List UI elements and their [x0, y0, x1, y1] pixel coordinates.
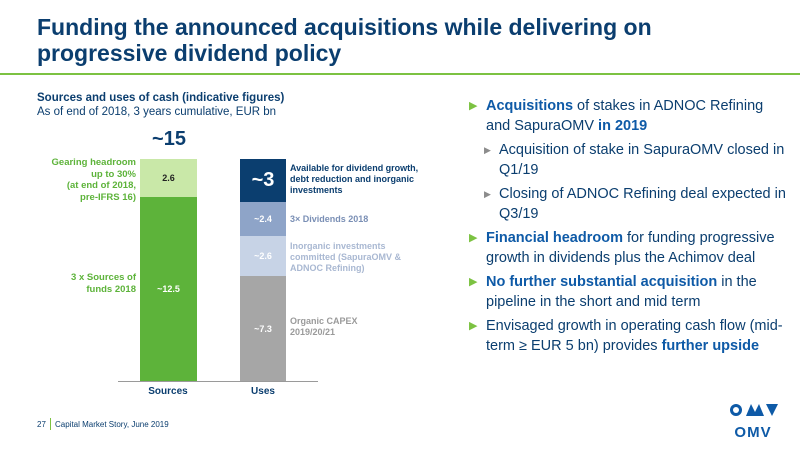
chart-title: Sources and uses of cash (indicative fig… — [37, 92, 285, 104]
bullet-no-further-text: No further substantial acquisition in th… — [486, 272, 789, 312]
subbullet-arrow-icon: ▶ — [484, 189, 491, 199]
bullet-acquisitions-highlight-2: in 2019 — [598, 118, 648, 134]
bullet-arrow-icon: ▶ — [469, 276, 478, 288]
bar-uses-available: ~3 — [240, 159, 286, 202]
label-inorganic: Inorganic investments committed (SapuraO… — [290, 241, 440, 274]
bullet-list: ▶ Acquisitions of stakes in ADNOC Refini… — [469, 96, 789, 360]
subbullet-sapura: ▶ Acquisition of stake in SapuraOMV clos… — [484, 140, 789, 180]
label-available: Available for dividend growth, debt redu… — [290, 163, 450, 196]
title-divider — [0, 73, 800, 75]
bar-value-available: ~3 — [251, 169, 275, 191]
label-gearing-line-3: (at end of 2018, — [66, 180, 136, 191]
label-gearing-line-1: Gearing headroom — [51, 157, 136, 168]
bar-value-gearing: 2.6 — [162, 173, 175, 183]
label-sources-line-2: funds 2018 — [86, 283, 136, 295]
bar-sources-gearing: 2.6 — [140, 159, 197, 197]
label-dividends-line-1: 3× Dividends 2018 — [290, 214, 369, 224]
bullet-acquisitions-body: of stakes in ADNOC Refining and SapuraOM… — [486, 98, 764, 134]
bar-value-capex: ~7.3 — [254, 323, 272, 334]
label-gearing-line-4: pre-IFRS 16) — [80, 191, 136, 203]
label-capex-line-1: Organic CAPEX — [290, 316, 358, 326]
bullet-acquisitions-highlight: Acquisitions — [486, 98, 574, 114]
bullet-no-further-body: in the pipeline in the short and mid ter… — [486, 274, 757, 310]
label-inorganic-line-3: ADNOC Refining) — [290, 263, 365, 273]
bullet-financial-highlight: Financial headroom — [486, 230, 623, 246]
chart-subtitle: As of end of 2018, 3 years cumulative, E… — [37, 106, 277, 118]
axis-label-uses: Uses — [251, 386, 275, 397]
label-capex: Organic CAPEX 2019/20/21 — [290, 316, 440, 338]
subbullet-sapura-text: Acquisition of stake in SapuraOMV closed… — [499, 142, 785, 178]
label-available-line-3: investments — [290, 185, 343, 195]
bar-value-dividends: ~2.4 — [254, 214, 272, 224]
label-gearing-headroom: Gearing headroom up to 30% (at end of 20… — [20, 157, 136, 203]
label-inorganic-line-1: Inorganic investments — [290, 241, 386, 251]
bullet-financial-text: Financial headroom for funding progressi… — [486, 228, 789, 268]
bullet-arrow-icon: ▶ — [469, 320, 478, 332]
label-dividends: 3× Dividends 2018 — [290, 214, 440, 225]
omv-logo: OMV — [722, 402, 784, 444]
bullet-cash-flow-highlight: further upside — [661, 338, 760, 354]
chart-baseline — [118, 381, 318, 382]
bar-uses-dividends: ~2.4 — [240, 202, 286, 236]
label-sources-funds: 3 x Sources of funds 2018 — [20, 272, 136, 295]
slide-title: Funding the announced acquisitions while… — [37, 14, 652, 66]
bullet-acquisitions: ▶ Acquisitions of stakes in ADNOC Refini… — [469, 96, 789, 136]
footer-text: Capital Market Story, June 2019 — [55, 420, 169, 429]
subbullet-adnoc-text: Closing of ADNOC Refining deal expected … — [499, 186, 786, 222]
bullet-cash-flow-text: Envisaged growth in operating cash flow … — [486, 316, 789, 356]
bullet-no-further-acquisition: ▶ No further substantial acquisition in … — [469, 272, 789, 312]
bullet-financial-body: for funding progressive growth in divide… — [486, 230, 775, 266]
bullet-financial-headroom: ▶ Financial headroom for funding progres… — [469, 228, 789, 268]
label-gearing-line-2: up to 30% — [91, 168, 136, 180]
bar-value-inorganic: ~2.6 — [254, 251, 272, 261]
bullet-no-further-highlight: No further substantial acquisition — [486, 274, 718, 290]
bar-uses-inorganic: ~2.6 — [240, 236, 286, 276]
label-sources-line-1: 3 x Sources of — [71, 272, 136, 283]
axis-label-sources: Sources — [148, 386, 188, 397]
bullet-arrow-icon: ▶ — [469, 232, 478, 244]
label-inorganic-line-2: committed (SapuraOMV & — [290, 252, 402, 262]
bar-uses-capex: ~7.3 — [240, 276, 286, 381]
bullet-cash-flow-growth: ▶ Envisaged growth in operating cash flo… — [469, 316, 789, 356]
label-capex-line-2: 2019/20/21 — [290, 327, 336, 337]
chart-total-label: ~15 — [152, 128, 186, 150]
footer-divider — [50, 418, 51, 430]
subbullet-adnoc: ▶ Closing of ADNOC Refining deal expecte… — [484, 184, 789, 224]
bullet-arrow-icon: ▶ — [469, 100, 478, 112]
bar-sources-funds: ~12.5 — [140, 197, 197, 381]
subbullet-arrow-icon: ▶ — [484, 145, 491, 155]
bullet-acquisitions-text: Acquisitions of stakes in ADNOC Refining… — [486, 96, 789, 136]
omv-logo-text: OMV — [734, 424, 772, 441]
label-available-line-2: debt reduction and inorganic — [290, 174, 415, 184]
bullet-cash-flow-body: Envisaged growth in operating cash flow … — [486, 318, 783, 354]
bar-value-sources: ~12.5 — [157, 284, 180, 294]
page-number: 27 — [37, 420, 46, 429]
label-available-line-1: Available for dividend growth, — [290, 163, 419, 173]
omv-logo-mark-icon — [730, 404, 778, 416]
